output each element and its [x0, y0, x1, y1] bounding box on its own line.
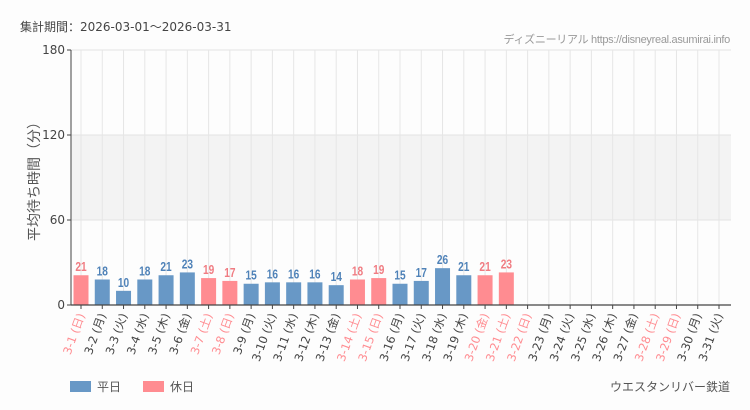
bar[interactable]: [264, 282, 280, 305]
bar[interactable]: [328, 285, 344, 305]
bar[interactable]: [201, 278, 217, 305]
legend-label-holiday: 休日: [170, 380, 195, 394]
bar[interactable]: [94, 279, 110, 306]
bar-value-label: 26: [437, 253, 449, 267]
legend: 平日 休日: [70, 378, 216, 395]
bar-value-label: 23: [182, 257, 194, 271]
y-tick-label: 60: [50, 213, 65, 227]
y-tick-label: 180: [42, 43, 65, 57]
legend-item-holiday[interactable]: 休日: [143, 378, 194, 395]
bar[interactable]: [498, 272, 514, 305]
bar-value-label: 16: [288, 267, 300, 281]
bar-value-label: 18: [139, 264, 151, 278]
bar-value-label: 10: [118, 276, 129, 290]
bar[interactable]: [222, 280, 238, 305]
bar-value-label: 17: [224, 266, 235, 280]
bar[interactable]: [349, 279, 365, 306]
bar[interactable]: [456, 275, 472, 305]
site-credit: ディズニーリアル https://disneyreal.asumirai.inf…: [503, 34, 731, 46]
bar[interactable]: [477, 275, 493, 305]
legend-item-weekday[interactable]: 平日: [70, 378, 121, 395]
holiday-swatch: [143, 381, 165, 392]
bar-value-label: 15: [246, 269, 258, 283]
bar-value-label: 18: [352, 264, 364, 278]
bar[interactable]: [137, 279, 153, 306]
bar[interactable]: [73, 275, 89, 305]
bar-value-label: 21: [479, 260, 491, 274]
y-tick-label: 0: [57, 298, 65, 312]
bar[interactable]: [307, 282, 323, 305]
bar[interactable]: [243, 283, 259, 305]
bar[interactable]: [116, 290, 132, 305]
attraction-name: ウエスタンリバー鉄道: [609, 380, 730, 394]
weekday-swatch: [70, 381, 91, 392]
bar-value-label: 18: [97, 264, 109, 278]
bar[interactable]: [371, 278, 387, 305]
bar-value-label: 14: [331, 270, 343, 284]
bar[interactable]: [413, 280, 429, 305]
bar-value-label: 19: [203, 263, 215, 277]
period-label: 集計期間：2026-03-01～2026-03-31: [20, 20, 232, 34]
bar-value-label: 23: [501, 257, 513, 271]
bar-value-label: 16: [309, 267, 321, 281]
legend-label-weekday: 平日: [97, 380, 122, 394]
bar-value-label: 21: [458, 260, 470, 274]
bar-value-label: 19: [373, 263, 385, 277]
bar[interactable]: [435, 268, 451, 305]
bar-value-label: 15: [394, 269, 406, 283]
bar[interactable]: [158, 275, 174, 305]
bar-value-label: 17: [416, 266, 427, 280]
bar[interactable]: [179, 272, 195, 305]
y-tick-label: 120: [42, 128, 65, 142]
bar-value-label: 21: [160, 260, 172, 274]
bar[interactable]: [286, 282, 302, 305]
bar-value-label: 16: [267, 267, 279, 281]
shaded-band: [71, 135, 731, 220]
bar[interactable]: [392, 283, 408, 305]
bar-value-label: 21: [75, 260, 87, 274]
